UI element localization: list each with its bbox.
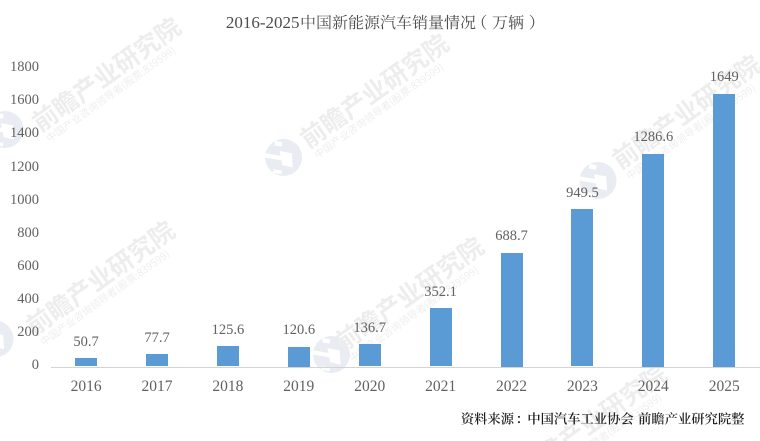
svg-text:2016-2025: 2016-2025	[226, 13, 300, 32]
